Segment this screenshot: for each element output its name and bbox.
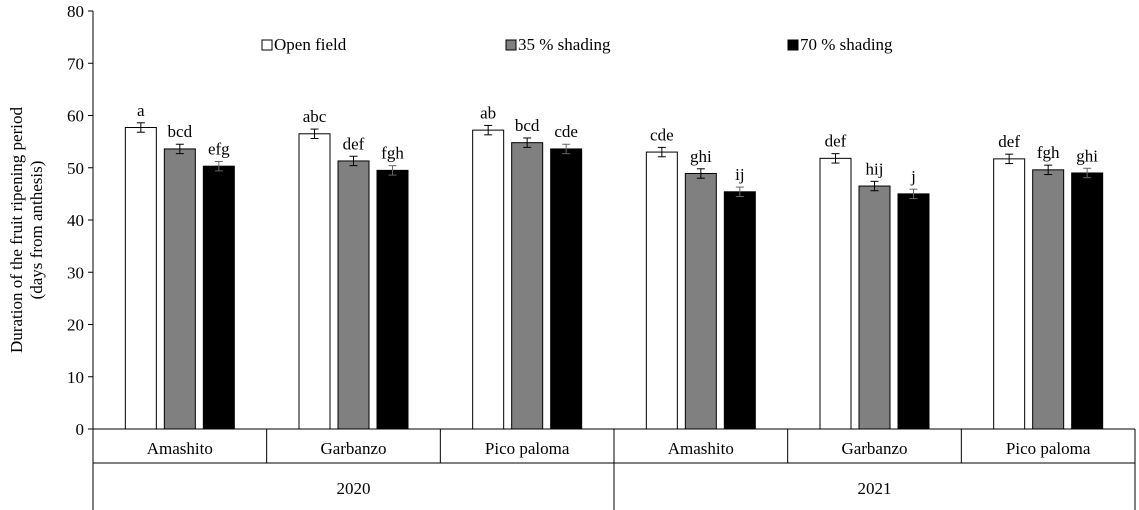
legend-swatch bbox=[261, 39, 273, 51]
x-group-label: 2021 bbox=[858, 479, 892, 498]
axes: 0 10 20 30 40 50 60 70 80 Amashito Garbanzo Pico pa… bbox=[67, 2, 1136, 510]
bar-35-shading bbox=[163, 148, 196, 430]
bar-70-shading bbox=[202, 165, 235, 430]
y-tick-label: 60 bbox=[67, 107, 84, 126]
x-category-label: Pico paloma bbox=[485, 439, 570, 458]
x-category-label: Amashito bbox=[147, 439, 213, 458]
significance-label: bcd bbox=[515, 116, 540, 135]
legend-label: 35 % shading bbox=[518, 35, 611, 54]
bar-70-shading bbox=[376, 169, 409, 430]
legend-label: 70 % shading bbox=[800, 35, 893, 54]
bar-open-field bbox=[472, 129, 505, 430]
legend-label: Open field bbox=[274, 35, 347, 54]
bar-70-shading bbox=[897, 193, 930, 430]
y-tick-label: 70 bbox=[67, 54, 84, 73]
y-tick-label: 20 bbox=[67, 316, 84, 335]
y-axis-label-line1: Duration of the fruit ripening period bbox=[7, 107, 26, 353]
bar-open-field bbox=[124, 127, 157, 430]
bar-open-field bbox=[645, 151, 678, 430]
significance-label: cde bbox=[554, 122, 578, 141]
x-category-label: Pico paloma bbox=[1006, 439, 1091, 458]
x-category-label: Garbanzo bbox=[841, 439, 907, 458]
bar-open-field bbox=[298, 133, 331, 430]
significance-label: fgh bbox=[1037, 143, 1060, 162]
significance-label: ab bbox=[480, 103, 496, 122]
bar-35-shading bbox=[337, 160, 370, 430]
bar-open-field bbox=[819, 157, 852, 430]
significance-label: a bbox=[137, 101, 145, 120]
y-tick-label: 40 bbox=[67, 211, 84, 230]
y-tick-label: 30 bbox=[67, 263, 84, 282]
significance-label: bcd bbox=[168, 122, 193, 141]
legend: Open field 35 % shading 70 % shading bbox=[261, 35, 893, 54]
bar-35-shading bbox=[684, 172, 717, 430]
significance-label: def bbox=[825, 132, 847, 151]
y-axis-title: Duration of the fruit ripening period (d… bbox=[7, 107, 46, 353]
significance-label: hij bbox=[866, 159, 884, 178]
x-group-label: 2020 bbox=[337, 479, 371, 498]
bar-70-shading bbox=[550, 148, 583, 430]
y-tick-label: 0 bbox=[76, 420, 85, 439]
significance-label: fgh bbox=[381, 144, 404, 163]
bar-open-field bbox=[993, 158, 1026, 430]
legend-swatch bbox=[787, 39, 799, 51]
x-category-label: Amashito bbox=[668, 439, 734, 458]
significance-label: ij bbox=[735, 165, 744, 184]
bar-35-shading bbox=[511, 142, 544, 430]
y-tick-label: 80 bbox=[67, 2, 84, 21]
significance-label: cde bbox=[650, 125, 674, 144]
bar-35-shading bbox=[1032, 169, 1065, 430]
bar-35-shading bbox=[858, 185, 891, 430]
legend-swatch bbox=[505, 39, 517, 51]
bar-70-shading bbox=[1071, 172, 1104, 430]
bar-70-shading bbox=[723, 191, 756, 430]
x-category-label: Garbanzo bbox=[320, 439, 386, 458]
significance-label: def bbox=[998, 132, 1020, 151]
significance-label: ghi bbox=[690, 147, 712, 166]
significance-label: ghi bbox=[1076, 146, 1098, 165]
y-tick-label: 10 bbox=[67, 368, 84, 387]
y-tick-label: 50 bbox=[67, 159, 84, 178]
significance-label: def bbox=[343, 134, 365, 153]
y-axis-label-line2: (days from anthesis) bbox=[27, 161, 46, 300]
significance-label: efg bbox=[208, 139, 230, 158]
significance-label: j bbox=[910, 167, 916, 186]
significance-label: abc bbox=[303, 107, 327, 126]
